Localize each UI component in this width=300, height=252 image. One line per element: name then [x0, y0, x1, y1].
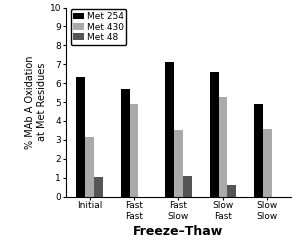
- Bar: [85, 137, 94, 197]
- Bar: [263, 130, 272, 197]
- Legend: Met 254, Met 430, Met 48: Met 254, Met 430, Met 48: [70, 10, 127, 45]
- Bar: [130, 104, 139, 197]
- Bar: [76, 78, 85, 197]
- Bar: [183, 176, 192, 197]
- Bar: [218, 97, 227, 197]
- Bar: [210, 72, 218, 197]
- Bar: [254, 104, 263, 197]
- Bar: [165, 62, 174, 197]
- Y-axis label: % MAb A Oxidation
at Met Residues: % MAb A Oxidation at Met Residues: [25, 55, 47, 149]
- Bar: [94, 177, 103, 197]
- Bar: [121, 89, 130, 197]
- X-axis label: Freeze–Thaw: Freeze–Thaw: [134, 225, 224, 238]
- Bar: [227, 185, 236, 197]
- Bar: [174, 131, 183, 197]
